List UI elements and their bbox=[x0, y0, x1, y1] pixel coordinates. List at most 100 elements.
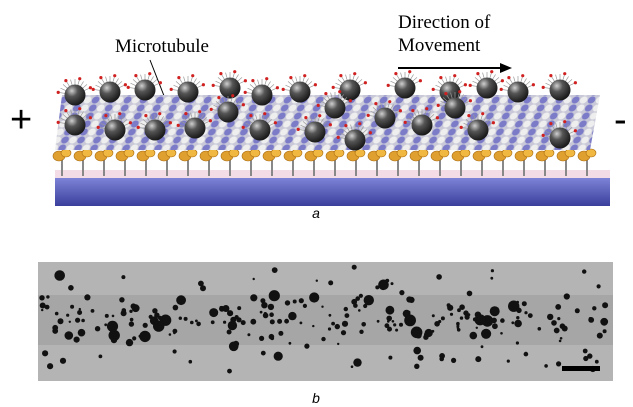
ligand-end bbox=[469, 84, 472, 87]
ligand bbox=[196, 81, 201, 85]
particle bbox=[355, 296, 360, 301]
ligand-end bbox=[251, 79, 254, 82]
particle bbox=[481, 329, 491, 339]
ligand-end bbox=[191, 74, 194, 77]
ligand bbox=[106, 77, 108, 83]
particle bbox=[353, 303, 358, 308]
ligand bbox=[502, 89, 508, 90]
particle bbox=[176, 295, 186, 305]
particle bbox=[173, 349, 177, 353]
particle bbox=[270, 319, 275, 324]
ligand-end bbox=[263, 112, 266, 115]
ligand-end bbox=[337, 136, 340, 139]
particle bbox=[511, 321, 514, 324]
kinesin-head bbox=[187, 149, 197, 157]
ligand-end bbox=[563, 72, 566, 75]
ligand-end bbox=[388, 100, 391, 103]
kinesin-head bbox=[145, 149, 155, 157]
particle bbox=[66, 314, 69, 317]
nanoparticle bbox=[469, 70, 504, 98]
particle bbox=[329, 314, 332, 317]
particle bbox=[112, 315, 115, 318]
ligand-end bbox=[210, 108, 213, 111]
ligand bbox=[401, 73, 403, 79]
ligand-end bbox=[444, 92, 447, 95]
bead bbox=[375, 108, 396, 129]
ligand-end bbox=[349, 99, 352, 102]
nanoparticle bbox=[387, 70, 422, 98]
ligand bbox=[239, 81, 244, 84]
ligand bbox=[197, 85, 202, 88]
ligand bbox=[172, 89, 178, 90]
particle bbox=[459, 304, 465, 310]
particle bbox=[81, 319, 85, 323]
particle bbox=[284, 319, 289, 324]
particle bbox=[274, 352, 283, 361]
particle bbox=[227, 330, 232, 335]
particle bbox=[69, 321, 71, 323]
arrow-head bbox=[500, 63, 512, 73]
particle bbox=[211, 320, 215, 324]
particle bbox=[582, 269, 586, 273]
particle bbox=[139, 331, 150, 342]
ligand bbox=[389, 85, 395, 86]
caption: b bbox=[312, 390, 320, 406]
ligand bbox=[136, 76, 139, 81]
bead bbox=[250, 120, 271, 141]
particle bbox=[189, 360, 193, 364]
ligand-end bbox=[314, 83, 317, 86]
ligand-end bbox=[78, 107, 81, 110]
ligand bbox=[548, 79, 553, 83]
particle bbox=[259, 336, 264, 341]
ligand-end bbox=[144, 114, 147, 117]
ligand bbox=[258, 80, 260, 86]
ligand bbox=[483, 73, 485, 79]
ligand bbox=[396, 74, 399, 79]
ligand bbox=[221, 74, 224, 79]
bead bbox=[412, 115, 433, 136]
particle bbox=[447, 303, 451, 307]
ligand bbox=[270, 84, 275, 88]
ligand bbox=[353, 75, 355, 81]
particle bbox=[467, 291, 473, 297]
particle bbox=[328, 327, 331, 330]
particle bbox=[229, 342, 239, 352]
ligand bbox=[179, 78, 182, 83]
bead bbox=[395, 78, 416, 99]
ligand bbox=[193, 78, 196, 83]
ligand bbox=[453, 77, 455, 83]
particle bbox=[456, 325, 459, 328]
bead bbox=[468, 120, 489, 141]
particle bbox=[411, 327, 423, 339]
particle bbox=[524, 352, 529, 357]
kinesin-head bbox=[103, 149, 113, 157]
ligand-end bbox=[303, 74, 306, 77]
ligand-end bbox=[367, 114, 370, 117]
ligand bbox=[414, 81, 419, 84]
kinesin-head bbox=[481, 149, 491, 157]
ligand-end bbox=[233, 70, 236, 73]
ligand bbox=[84, 88, 89, 91]
particle bbox=[235, 315, 239, 319]
ligand bbox=[527, 85, 532, 88]
bead bbox=[65, 115, 86, 136]
ligand bbox=[434, 89, 440, 90]
particle bbox=[554, 328, 560, 334]
ligand bbox=[473, 81, 478, 84]
ligand bbox=[286, 85, 291, 88]
ligand-end bbox=[78, 77, 81, 80]
kinesin-head bbox=[271, 149, 281, 157]
bead bbox=[252, 85, 273, 106]
ligand bbox=[265, 80, 267, 86]
kinesin-head bbox=[502, 149, 512, 157]
ligand-end bbox=[89, 116, 92, 119]
particle bbox=[399, 290, 404, 295]
ligand-end bbox=[177, 76, 180, 79]
particle bbox=[597, 333, 603, 339]
particle bbox=[438, 320, 441, 323]
ligand bbox=[154, 83, 159, 86]
particle bbox=[196, 322, 201, 327]
particle bbox=[261, 351, 266, 356]
ligand-end bbox=[129, 121, 132, 124]
ligand-end bbox=[244, 91, 247, 94]
